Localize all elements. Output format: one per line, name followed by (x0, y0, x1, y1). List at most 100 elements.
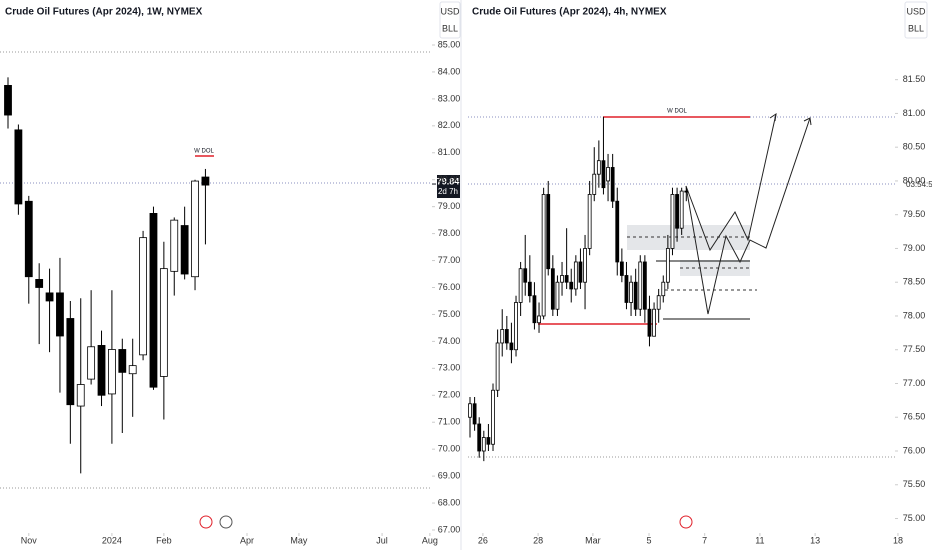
candle-body (624, 275, 629, 303)
y-tick-label: 77.00 (438, 255, 461, 265)
candle-body (675, 194, 679, 229)
y-tick-label: 75.00 (903, 513, 926, 523)
candle-body (532, 295, 537, 324)
y-tick-label: 78.00 (903, 310, 926, 320)
y-tick-label: 70.00 (438, 444, 461, 454)
candle-body (587, 194, 592, 249)
y-tick-label: 78.50 (903, 277, 926, 287)
countdown: 03:54:55 (906, 180, 932, 189)
candle-body (500, 329, 505, 344)
candle-body (523, 268, 528, 283)
candle-body (550, 268, 555, 310)
candle-body (139, 237, 147, 356)
candle-body (97, 345, 106, 396)
candle-body (159, 268, 168, 377)
x-tick-label: Jul (376, 535, 388, 545)
y-tick-label: 67.00 (438, 524, 461, 534)
unit: BLL (908, 23, 924, 33)
y-tick-label: 69.00 (438, 470, 461, 480)
y-tick-label: 78.00 (438, 228, 461, 238)
chart-title: Crude Oil Futures (Apr 2024), 1W, NYMEX (5, 7, 203, 18)
x-tick-label: 13 (810, 535, 820, 545)
y-tick-label: 82.00 (438, 120, 461, 130)
event-icon[interactable] (679, 515, 693, 529)
y-tick-label: 77.50 (903, 344, 926, 354)
candle-body (76, 384, 85, 407)
candle-body (14, 129, 23, 205)
candle-body (560, 275, 564, 283)
y-tick-label: 84.00 (438, 66, 461, 76)
currency-box[interactable] (904, 1, 928, 39)
currency: USD (906, 6, 926, 16)
zone (680, 260, 750, 276)
candle-body (652, 308, 656, 337)
candle-body (45, 292, 54, 302)
candle-body (573, 261, 578, 290)
candle-body (684, 190, 689, 193)
x-tick-label: Apr (240, 535, 254, 545)
y-tick-label: 83.00 (438, 93, 461, 103)
candle-body (201, 176, 210, 186)
candle-body (514, 302, 518, 351)
x-tick-label: May (290, 535, 308, 545)
candle-body (546, 194, 551, 270)
candle-body (583, 248, 587, 283)
candle-body (495, 342, 500, 391)
candle-body (601, 160, 606, 189)
candle-body (4, 85, 12, 116)
y-tick-label: 68.00 (438, 497, 461, 507)
candle-body (491, 389, 495, 445)
x-tick-label: Aug (422, 535, 438, 545)
candle-body (35, 279, 44, 288)
candle-body (615, 200, 620, 263)
projection-path (685, 113, 777, 252)
currency-box[interactable] (439, 1, 461, 39)
candle-body (149, 213, 158, 388)
candle-body (592, 173, 597, 195)
y-tick-label: 81.00 (438, 147, 461, 157)
candle-body (642, 261, 647, 310)
y-tick-label: 72.00 (438, 390, 461, 400)
x-tick-label: 28 (533, 535, 543, 545)
candle-body (56, 292, 64, 337)
candle-body (661, 281, 666, 297)
annotation: W DOL (667, 109, 687, 115)
y-tick-label: 79.50 (903, 209, 926, 219)
y-tick-label: 79.00 (903, 243, 926, 253)
candle-body (477, 423, 482, 452)
dividend-icon[interactable] (219, 515, 233, 529)
event-icon[interactable] (199, 515, 213, 529)
candle-body (619, 261, 624, 276)
y-tick-label: 80.00 (438, 174, 461, 184)
y-tick-label: 75.00 (438, 309, 461, 319)
currency: USD (440, 6, 460, 16)
candle-body (670, 194, 675, 249)
candle-body (555, 281, 560, 310)
unit: BLL (442, 23, 458, 33)
candle-body (679, 190, 684, 229)
candle-body (180, 225, 189, 275)
candle-body (509, 342, 514, 351)
candle-body (564, 275, 569, 283)
y-tick-label: 85.00 (438, 39, 461, 49)
y-tick-label: 71.00 (438, 417, 461, 427)
y-tick-label: 80.00 (903, 175, 926, 185)
x-tick-label: 5 (646, 535, 651, 545)
y-tick-label: 76.00 (438, 282, 461, 292)
x-tick-label: 18 (893, 535, 903, 545)
candle-body (629, 281, 633, 303)
chart-title: Crude Oil Futures (Apr 2024), 4h, NYMEX (472, 7, 667, 18)
candle-body (66, 318, 75, 406)
candle-body (87, 346, 96, 380)
candle-body (481, 437, 486, 452)
candle-body (468, 403, 472, 418)
countdown: 2d 7h (438, 187, 458, 196)
candle-body (596, 160, 601, 175)
candle-body (578, 261, 583, 283)
x-tick-label: Feb (156, 535, 172, 545)
x-tick-label: Mar (585, 535, 601, 545)
candle-body (537, 315, 541, 324)
price-label: 79.84 (437, 176, 460, 186)
candle-body (665, 248, 670, 283)
x-tick-label: 2024 (102, 535, 122, 545)
